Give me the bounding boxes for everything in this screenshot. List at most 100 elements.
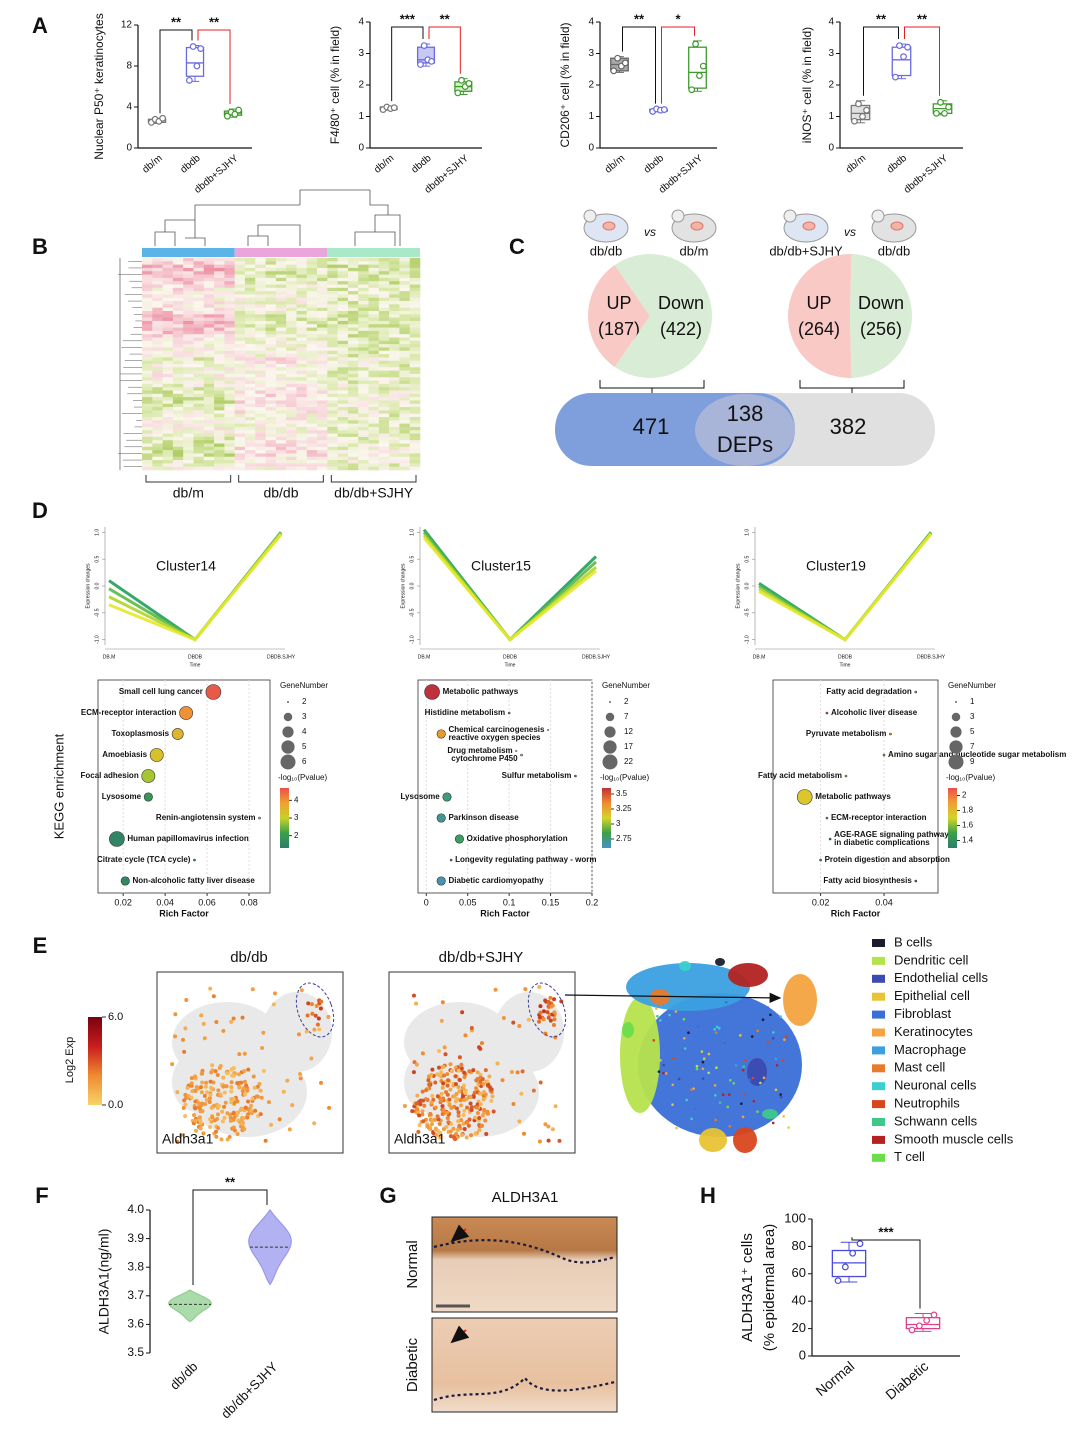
heatmap-cell [378,450,390,454]
cell-dot [425,1124,430,1129]
heatmap-cell [193,334,205,338]
heatmap-cell [203,433,215,438]
heatmap-cell [368,390,380,395]
cell-dot [447,1102,452,1107]
heatmap-cell [152,420,163,424]
row-label: Normal [404,1240,421,1288]
heatmap-cell [327,320,338,325]
heatmap-cell [275,387,287,391]
cell-dot [552,1017,557,1022]
cell-dot [692,1087,695,1090]
heatmap-cell [275,330,287,335]
cell-dot [312,1027,317,1032]
heatmap-cell [214,297,225,302]
heatmap-cell [214,317,225,322]
term-label: Fatty acid degradation [826,687,911,696]
heatmap-cell [224,380,235,385]
heatmap-cell [255,430,266,434]
heatmap-cell [347,277,359,282]
heatmap-cell [162,281,174,285]
heatmap-cell [224,466,235,471]
data-point [189,43,197,50]
heatmap-cell [368,383,380,388]
heatmap-cell [327,317,338,322]
data-point [159,114,167,122]
cell-dot [315,1022,320,1027]
heatmap-cell [265,294,277,299]
cell-dot [714,1094,717,1097]
cell-dot [253,1108,258,1113]
cell-dot [186,1094,191,1099]
heatmap-cell [214,350,225,355]
heatmap-cell [409,403,421,408]
cell-dot [448,1134,453,1139]
cell-dot [272,991,277,996]
cell-dot [440,1000,445,1005]
heatmap-cell [378,271,390,275]
legend-bubble [602,754,618,770]
term-label: AGE-RAGE signaling pathway [834,830,949,839]
heatmap-cell [142,340,153,345]
heatmap-cell [378,426,390,431]
heatmap-cell [378,387,390,391]
heatmap-cell [172,446,184,451]
cell-dot [239,1106,244,1111]
legend-label: 2 [302,697,307,706]
x-tick-label: 0.02 [812,897,830,907]
cell-dot [728,1078,732,1082]
y-tick-label: 4.0 [127,1202,144,1216]
pie-slice [788,254,852,378]
bubble [436,813,446,823]
heatmap-cell [203,390,215,395]
heatmap-cell [244,426,256,431]
heatmap-cell [306,314,318,318]
legend-label: Epithelial cell [894,988,970,1003]
data-point [420,42,428,50]
heatmap-cell [142,397,153,401]
cell-dot [487,1074,492,1079]
heatmap-cell [368,284,380,289]
cell-dot [254,1094,259,1099]
cell-dot [246,1099,251,1104]
heatmap-cell [265,453,277,458]
cell-dot [475,1070,480,1075]
cell-dot [194,1128,199,1133]
heatmap-cell [142,261,153,265]
cell-dot [242,1069,247,1074]
heatmap-cell [214,433,225,438]
cell-dot [207,1096,212,1101]
heatmap-cell [265,456,277,461]
heatmap-cell [286,420,297,424]
heatmap-cell [409,456,421,461]
cell-cluster [728,963,768,987]
heatmap-cell [203,277,215,282]
cell-dot [428,1126,433,1131]
heatmap-cell [244,277,256,282]
heatmap-cell [265,307,277,312]
heatmap-cell [317,436,328,441]
heatmap-cell [172,377,184,381]
heatmap-cell [317,463,328,467]
heatmap-cell [296,284,308,289]
y-tick-label: 4 [126,102,132,113]
cell-dot [449,1105,454,1110]
heatmap-cell [244,370,256,375]
heatmap-cell [368,364,380,368]
heatmap-cell [286,417,297,421]
heatmap-cell [214,340,225,345]
heatmap-cell [286,301,297,305]
heatmap-cell [399,277,411,282]
heatmap-cell [337,410,349,414]
heatmap-cell [214,320,225,325]
heatmap-cell [172,261,184,265]
heatmap-cell [142,281,153,285]
heatmap-cell [142,357,153,361]
heatmap-cell [172,320,184,325]
heatmap-cell [172,350,184,355]
heatmap-cell [378,350,390,355]
term-label: Sulfur metabolism [502,771,572,780]
heatmap-cell [358,314,369,318]
cell-dot [543,1031,548,1036]
heatmap-cell [224,367,235,371]
heatmap-cell [378,393,390,398]
